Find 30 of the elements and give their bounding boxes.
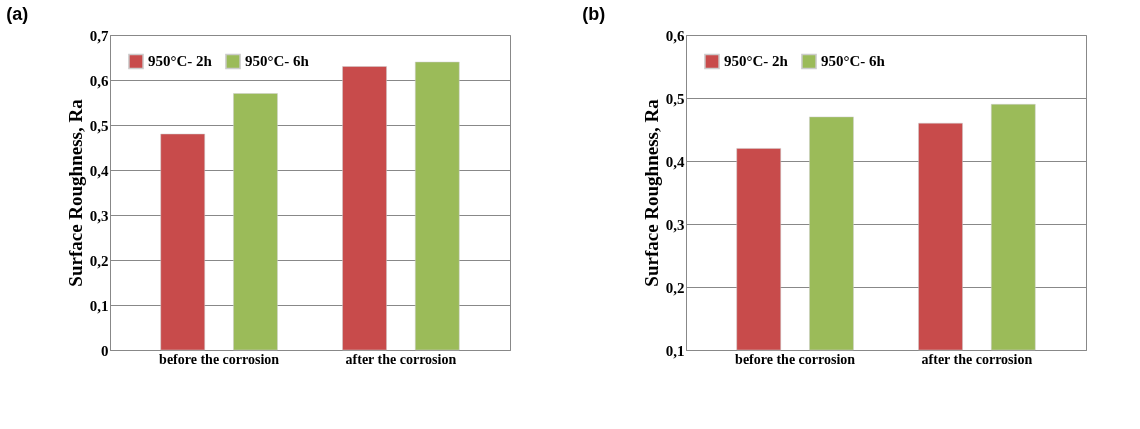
bar xyxy=(342,66,387,351)
y-tick-label: 0,4 xyxy=(89,162,109,179)
x-tick-label: before the corrosion xyxy=(159,351,280,367)
y-tick-label: 0,2 xyxy=(665,279,685,296)
x-tick-label: after the corrosion xyxy=(921,351,1033,367)
y-tick-label: 0 xyxy=(101,342,109,359)
bar xyxy=(233,93,278,351)
legend-label: 950°C- 6h xyxy=(821,53,886,70)
bar xyxy=(160,133,205,351)
chart-title: (b) xyxy=(582,4,606,24)
y-tick-label: 0,6 xyxy=(665,27,685,44)
bar xyxy=(415,61,460,351)
chart-title: (a) xyxy=(6,4,29,24)
y-tick-label: 0,5 xyxy=(89,117,109,134)
y-tick-label: 0,7 xyxy=(89,27,109,44)
legend-label: 950°C- 6h xyxy=(245,53,310,70)
y-tick-label: 0,3 xyxy=(665,216,685,233)
x-tick-label: before the corrosion xyxy=(735,351,856,367)
y-axis-title: Surface Roughness, Ra xyxy=(64,98,86,287)
y-tick-label: 0,4 xyxy=(665,153,685,170)
y-axis-title: Surface Roughness, Ra xyxy=(640,98,662,287)
legend-label: 950°C- 2h xyxy=(148,53,213,70)
y-tick-label: 0,1 xyxy=(89,297,109,314)
y-tick-label: 0,2 xyxy=(89,252,109,269)
y-tick-label: 0,1 xyxy=(665,342,685,359)
x-tick-label: after the corrosion xyxy=(345,351,457,367)
y-tick-label: 0,5 xyxy=(665,90,685,107)
y-tick-label: 0,6 xyxy=(89,72,109,89)
legend-label: 950°C- 2h xyxy=(724,53,789,70)
y-tick-label: 0,3 xyxy=(89,207,109,224)
